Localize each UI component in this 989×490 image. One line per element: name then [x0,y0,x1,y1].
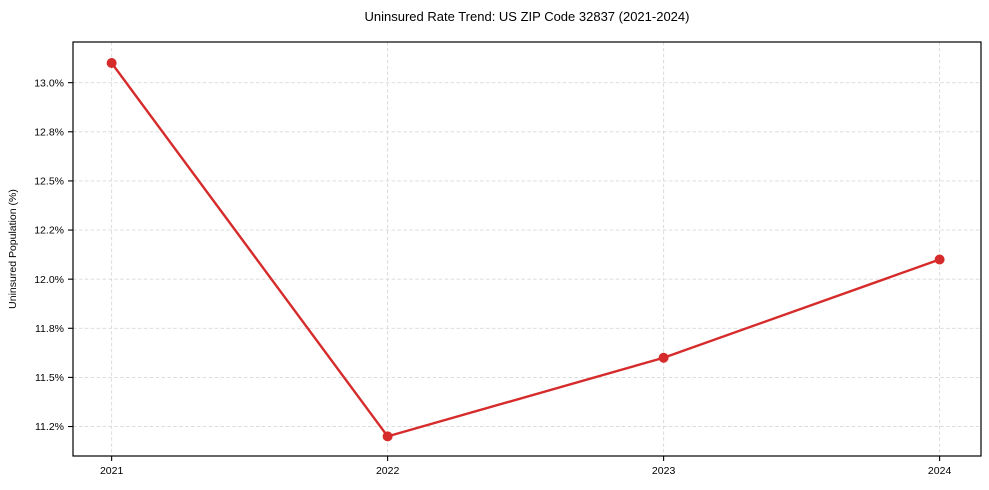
y-tick-label: 11.5% [35,372,64,384]
data-point-2021 [106,58,117,69]
plot-frame [72,41,982,457]
trend-line [110,61,941,438]
y-tick-label: 11.2% [35,421,64,433]
x-tick-label: 2024 [928,465,952,477]
x-tick-label: 2022 [376,465,400,477]
data-point-2023 [658,352,669,363]
data-point-2024 [934,254,945,265]
chart-title: Uninsured Rate Trend: US ZIP Code 32837 … [364,9,690,24]
y-tick-label: 12.8% [34,126,64,138]
y-tick-label: 12.5% [34,176,64,188]
y-tick-label: 12.0% [34,274,64,286]
y-tick-label: 13.0% [34,77,64,89]
y-tick-label: 12.2% [34,225,64,237]
x-tick-label: 2023 [652,465,676,477]
y-tick-label: 11.8% [35,323,64,335]
x-tick-label: 2021 [100,465,124,477]
data-point-2022 [382,431,393,442]
